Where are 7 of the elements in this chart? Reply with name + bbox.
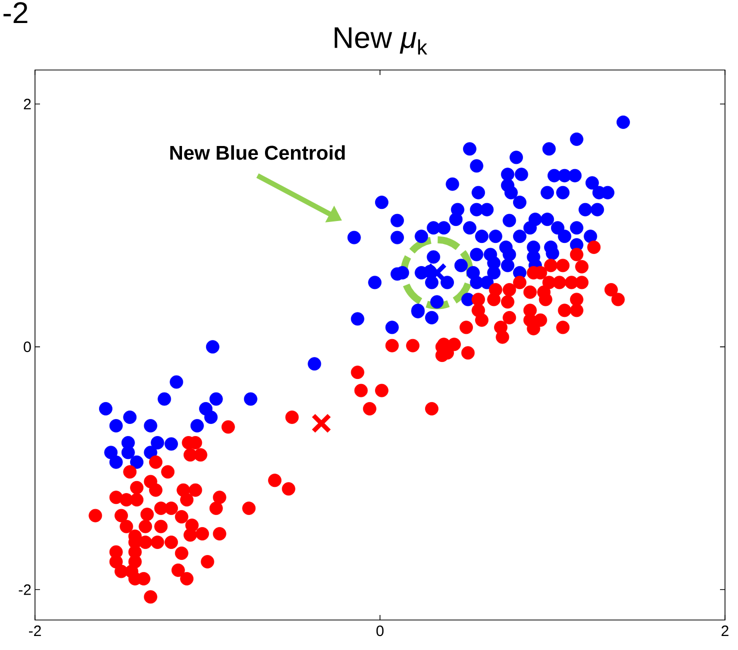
annotation: New Blue Centroid <box>170 145 345 160</box>
y-tick-label: 0 <box>24 342 31 352</box>
chart-title: New μ$_{k}$ <box>334 27 428 54</box>
y-tick-label: -2 <box>18 584 31 595</box>
x-tick-label: 0 <box>376 626 384 636</box>
x-tick-label: 2 <box>722 626 728 636</box>
y-tick-label: 2 <box>24 98 31 110</box>
